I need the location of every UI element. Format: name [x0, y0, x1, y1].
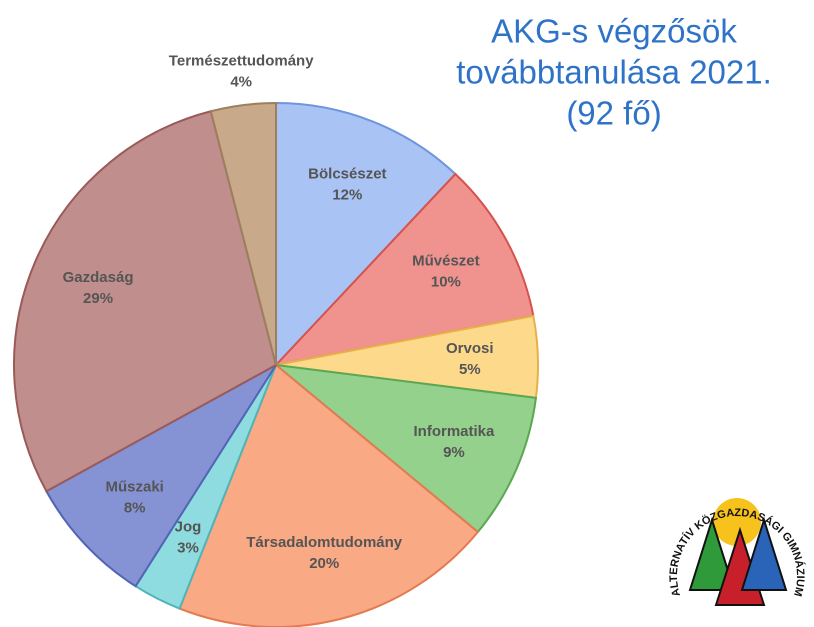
logo-a [740, 516, 788, 591]
logo: ALTERNATÍV KÖZGAZDASÁGI GIMNÁZIUM [668, 498, 807, 606]
slice-label: Művészet [412, 253, 480, 270]
slice-value-label: 9% [443, 444, 465, 461]
logo-sun [713, 498, 761, 546]
slice-label: Gazdaság [63, 269, 134, 286]
slice-value-label: 8% [124, 500, 146, 517]
slice-label: Társadalomtudomány [246, 534, 403, 551]
slice-value-label: 29% [83, 290, 113, 307]
pie-slice [273, 172, 535, 367]
slice-value-label: 4% [230, 73, 252, 90]
slice-value-label: 3% [177, 540, 199, 557]
pie-slice [272, 363, 538, 534]
pie-slice [178, 363, 480, 627]
pie-slice [45, 364, 277, 588]
slice-label: Műszaki [105, 479, 163, 496]
chart-title: továbbtanulása 2021. [456, 54, 772, 91]
slice-label: Természettudomány [169, 52, 314, 69]
slice-value-label: 5% [459, 361, 481, 378]
logo-a [688, 516, 736, 591]
chart-title: (92 fő) [566, 95, 661, 132]
slice-label: Bölcsészet [308, 166, 386, 183]
pie-slice [209, 101, 277, 366]
pie-slice [275, 101, 457, 368]
slice-label: Jog [175, 519, 202, 536]
pie-slice [13, 110, 278, 493]
slice-value-label: 20% [309, 555, 339, 572]
chart-title: AKG-s végzősök [491, 13, 737, 50]
slice-value-label: 12% [332, 187, 362, 204]
pie [13, 101, 539, 627]
slice-value-label: 10% [431, 274, 461, 291]
slice-label: Informatika [414, 423, 496, 440]
slice-label: Orvosi [446, 340, 494, 357]
